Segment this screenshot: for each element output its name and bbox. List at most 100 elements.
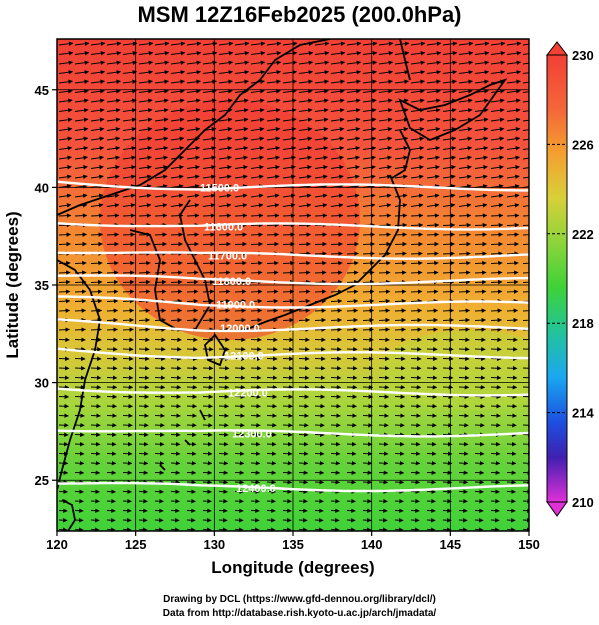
wind-arrow (442, 308, 455, 313)
wind-arrow (346, 89, 361, 94)
wind-arrow (154, 127, 169, 132)
wind-arrow (506, 70, 522, 75)
wind-arrow (122, 308, 135, 313)
wind-arrow (346, 193, 360, 199)
wind-arrow (442, 108, 457, 113)
wind-arrow (218, 174, 232, 180)
wind-arrow (378, 117, 393, 122)
wind-arrow (90, 279, 103, 285)
wind-arrow (74, 79, 89, 84)
wind-arrow (298, 98, 313, 103)
wind-arrow (122, 317, 135, 323)
y-tick-label: 45 (35, 83, 49, 98)
wind-arrow (474, 108, 489, 113)
wind-arrow (154, 98, 169, 103)
wind-arrow (298, 222, 312, 228)
wind-arrow (330, 108, 345, 113)
wind-arrow (362, 232, 376, 237)
wind-arrow (74, 60, 90, 65)
wind-arrow (74, 289, 87, 294)
wind-arrow (458, 127, 473, 132)
wind-arrow (74, 117, 89, 122)
wind-arrow (74, 108, 89, 113)
wind-arrow (314, 60, 330, 65)
wind-arrow (394, 165, 408, 170)
wind-arrow (490, 241, 503, 247)
wind-arrow (522, 186, 529, 188)
wind-arrow (394, 60, 410, 65)
wind-arrow (330, 270, 343, 275)
wind-arrow (58, 279, 71, 285)
wind-arrow (250, 136, 265, 141)
wind-arrow (426, 41, 442, 46)
wind-arrow (410, 70, 426, 75)
wind-arrow (522, 81, 529, 84)
wind-arrow (90, 260, 103, 266)
wind-arrow (474, 60, 490, 65)
wind-arrow (394, 308, 407, 313)
wind-arrow (522, 53, 529, 55)
wind-arrow (378, 327, 390, 332)
wind-arrow (298, 136, 313, 141)
wind-arrow (298, 174, 312, 180)
wind-arrow (362, 41, 378, 46)
wind-arrow (314, 317, 327, 323)
wind-arrow (458, 108, 473, 113)
wind-arrow (346, 203, 360, 208)
wind-arrow (458, 70, 474, 75)
wind-arrow (410, 127, 425, 132)
wind-arrow (186, 41, 202, 46)
wind-arrow (74, 241, 87, 247)
wind-arrow (186, 232, 200, 237)
wind-arrow (58, 232, 72, 237)
wind-arrow (154, 136, 169, 141)
wind-arrow (458, 79, 473, 84)
wind-arrow (234, 98, 249, 103)
wind-arrow (266, 165, 280, 170)
wind-arrow (218, 317, 231, 323)
wind-arrow (266, 308, 279, 313)
wind-arrow (122, 127, 137, 132)
wind-arrow (186, 79, 201, 84)
wind-arrow (106, 89, 121, 94)
wind-arrow (426, 289, 439, 294)
wind-arrow (138, 89, 153, 94)
wind-arrow (250, 165, 264, 170)
wind-arrow (490, 79, 505, 84)
wind-arrow (394, 155, 408, 161)
wind-arrow (346, 165, 360, 170)
wind-arrow (58, 174, 72, 180)
wind-arrow (346, 251, 359, 256)
wind-arrow (490, 174, 504, 180)
wind-arrow (314, 184, 328, 189)
wind-arrow (410, 260, 423, 266)
wind-arrow (90, 98, 105, 103)
wind-arrow (410, 108, 425, 113)
wind-arrow (506, 136, 521, 141)
wind-arrow (490, 203, 504, 208)
wind-arrow (74, 270, 87, 275)
wind-arrow (362, 193, 376, 199)
wind-arrow (250, 108, 265, 113)
wind-arrow (266, 232, 280, 237)
wind-arrow (202, 136, 217, 141)
wind-arrow (346, 50, 362, 56)
wind-arrow (506, 146, 521, 151)
wind-arrow (234, 136, 249, 141)
wind-arrow (218, 203, 232, 208)
wind-arrow (122, 327, 134, 332)
wind-arrow (426, 327, 438, 332)
wind-arrow (266, 289, 279, 294)
wind-arrow (266, 117, 281, 122)
wind-arrow (186, 117, 201, 122)
wind-arrow (298, 298, 311, 304)
wind-arrow (58, 203, 72, 208)
wind-arrow (106, 193, 120, 199)
wind-arrow (410, 232, 424, 237)
wind-arrow (106, 60, 122, 65)
wind-arrow (394, 98, 409, 103)
wind-arrow (458, 193, 472, 199)
x-tick-label: 140 (361, 537, 383, 552)
wind-arrow (266, 146, 281, 151)
wind-arrow (378, 279, 391, 285)
